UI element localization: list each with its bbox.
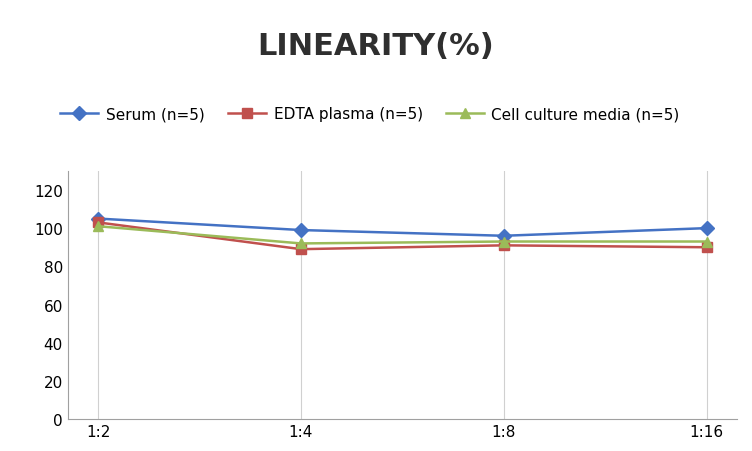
Cell culture media (n=5)	[499, 239, 508, 245]
Serum (n=5)	[93, 216, 102, 222]
Text: LINEARITY(%): LINEARITY(%)	[258, 32, 494, 60]
EDTA plasma (n=5)	[702, 245, 711, 250]
Legend: Serum (n=5), EDTA plasma (n=5), Cell culture media (n=5): Serum (n=5), EDTA plasma (n=5), Cell cul…	[60, 107, 680, 122]
Line: EDTA plasma (n=5): EDTA plasma (n=5)	[93, 218, 711, 254]
Serum (n=5)	[499, 234, 508, 239]
Cell culture media (n=5)	[93, 224, 102, 230]
EDTA plasma (n=5)	[296, 247, 305, 252]
Serum (n=5)	[702, 226, 711, 231]
Line: Cell culture media (n=5): Cell culture media (n=5)	[93, 222, 711, 249]
Cell culture media (n=5)	[296, 241, 305, 247]
Cell culture media (n=5)	[702, 239, 711, 245]
EDTA plasma (n=5)	[499, 243, 508, 249]
Line: Serum (n=5): Serum (n=5)	[93, 214, 711, 241]
Serum (n=5)	[296, 228, 305, 233]
EDTA plasma (n=5)	[93, 220, 102, 226]
